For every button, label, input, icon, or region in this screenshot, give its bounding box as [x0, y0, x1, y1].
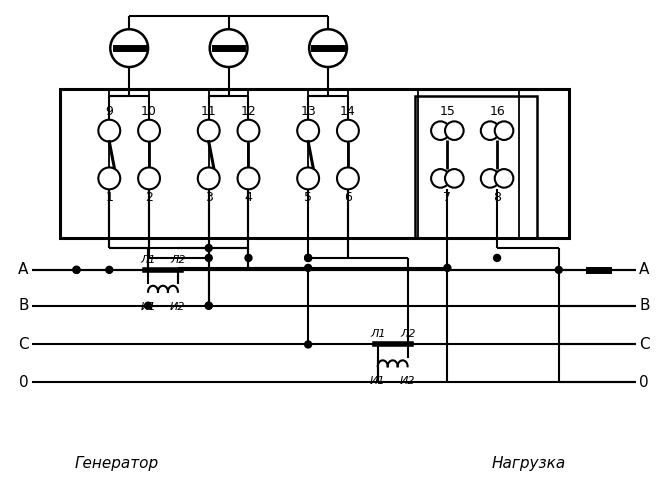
Text: A: A [18, 262, 29, 277]
Text: 12: 12 [241, 105, 257, 118]
Text: Нагрузка: Нагрузка [492, 456, 566, 471]
Text: 11: 11 [201, 105, 216, 118]
Circle shape [238, 120, 259, 142]
Circle shape [245, 254, 252, 261]
Circle shape [111, 29, 148, 67]
Text: Л2: Л2 [400, 330, 415, 339]
Circle shape [481, 169, 499, 187]
Circle shape [445, 169, 464, 187]
Circle shape [481, 122, 499, 140]
Text: 15: 15 [440, 105, 456, 118]
Circle shape [494, 254, 500, 261]
Text: A: A [639, 262, 650, 277]
Circle shape [205, 302, 212, 309]
Text: 0: 0 [19, 375, 29, 390]
Text: Генератор: Генератор [74, 456, 158, 471]
Circle shape [145, 302, 151, 309]
Text: 16: 16 [489, 105, 505, 118]
Text: Л2: Л2 [170, 255, 186, 265]
Circle shape [337, 120, 359, 142]
Circle shape [297, 167, 319, 189]
Circle shape [73, 266, 80, 274]
Bar [415, 96, 537, 238]
Text: 8: 8 [493, 191, 501, 204]
Text: 13: 13 [300, 105, 316, 118]
Circle shape [445, 122, 464, 140]
Circle shape [198, 167, 220, 189]
Circle shape [73, 266, 80, 274]
Text: 10: 10 [141, 105, 157, 118]
Text: 4: 4 [245, 191, 253, 204]
Bar [60, 89, 569, 238]
Circle shape [98, 167, 120, 189]
Circle shape [106, 266, 113, 274]
Text: 0: 0 [639, 375, 649, 390]
Circle shape [138, 167, 160, 189]
Circle shape [205, 254, 212, 261]
Circle shape [198, 120, 220, 142]
Circle shape [305, 254, 312, 261]
Circle shape [297, 120, 319, 142]
Text: И2: И2 [400, 376, 415, 386]
Circle shape [305, 254, 312, 261]
Text: И1: И1 [140, 302, 156, 312]
Text: C: C [18, 337, 29, 352]
Circle shape [305, 264, 312, 272]
Circle shape [205, 302, 212, 309]
Circle shape [431, 122, 450, 140]
Circle shape [431, 169, 450, 187]
Text: 3: 3 [205, 191, 212, 204]
Circle shape [555, 266, 562, 274]
Circle shape [494, 122, 513, 140]
Text: Л1: Л1 [370, 330, 385, 339]
Circle shape [337, 167, 359, 189]
Circle shape [238, 167, 259, 189]
Text: 7: 7 [444, 191, 452, 204]
Circle shape [98, 120, 120, 142]
Text: 5: 5 [304, 191, 312, 204]
Circle shape [210, 29, 247, 67]
Circle shape [309, 29, 347, 67]
Circle shape [138, 120, 160, 142]
Text: B: B [18, 298, 29, 313]
Text: 14: 14 [340, 105, 356, 118]
Circle shape [205, 245, 212, 251]
Text: 6: 6 [344, 191, 352, 204]
Text: И1: И1 [370, 376, 385, 386]
Circle shape [494, 169, 513, 187]
Text: Л1: Л1 [140, 255, 156, 265]
Text: 2: 2 [145, 191, 153, 204]
Text: 1: 1 [105, 191, 113, 204]
Text: B: B [639, 298, 650, 313]
Text: C: C [639, 337, 650, 352]
Text: И2: И2 [170, 302, 186, 312]
Circle shape [444, 264, 451, 272]
Circle shape [305, 341, 312, 348]
Text: 9: 9 [105, 105, 113, 118]
